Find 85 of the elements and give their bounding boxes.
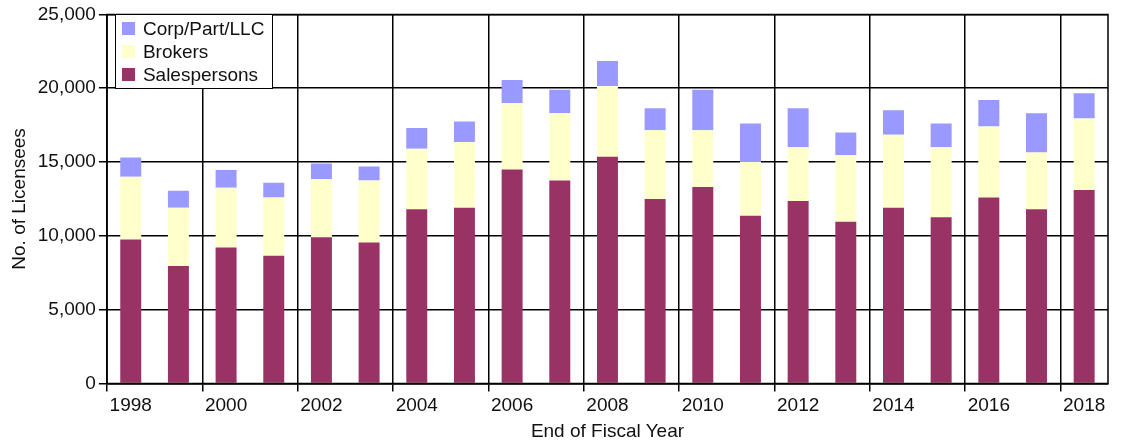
bar	[453, 121, 475, 143]
x-axis-title: End of Fiscal Year	[530, 419, 685, 441]
bar	[167, 207, 189, 267]
bar	[501, 102, 523, 170]
bar	[215, 170, 237, 188]
x-tick-label: 2004	[395, 394, 439, 416]
bar	[978, 197, 1000, 383]
bar	[930, 217, 952, 383]
x-tick-label: 2000	[204, 394, 248, 416]
bar	[978, 126, 1000, 198]
bar	[644, 130, 666, 199]
x-tick-label: 2006	[490, 394, 534, 416]
bar	[120, 176, 142, 240]
bar	[215, 247, 237, 383]
x-tick-label: 2016	[967, 394, 1010, 416]
bar	[120, 157, 142, 177]
bar	[215, 187, 237, 248]
bar	[120, 239, 142, 383]
bar	[692, 187, 714, 383]
x-tick-label: 2018	[1063, 394, 1106, 416]
x-tick-label: 2010	[681, 394, 724, 416]
x-tick-label: 2012	[777, 394, 820, 416]
y-tick-label: 15,000	[37, 150, 96, 172]
bar	[167, 190, 189, 208]
y-axis-title: No. of Licensees	[7, 128, 29, 270]
bar	[310, 178, 332, 238]
bar	[787, 147, 809, 202]
bar	[739, 123, 761, 162]
x-tick-label: 2014	[872, 394, 916, 416]
bar	[310, 237, 332, 383]
bar	[882, 207, 904, 383]
bar	[596, 85, 618, 157]
bar	[882, 134, 904, 208]
bar	[1073, 118, 1095, 191]
y-tick-label: 0	[85, 371, 96, 393]
bar	[692, 130, 714, 188]
x-tick-label: 1998	[109, 394, 152, 416]
legend-label: Salespersons	[142, 63, 259, 87]
bar	[835, 155, 857, 222]
bar	[596, 60, 618, 86]
y-tick-label: 10,000	[37, 224, 96, 246]
bar	[787, 201, 809, 383]
bar	[644, 108, 666, 131]
bar	[310, 163, 332, 179]
bar	[787, 108, 809, 148]
bar	[406, 209, 428, 383]
bar	[549, 180, 571, 383]
bar	[501, 80, 523, 103]
bar	[930, 147, 952, 218]
bar	[596, 156, 618, 383]
bar	[644, 198, 666, 383]
bar	[692, 89, 714, 131]
bar	[835, 132, 857, 156]
y-tick-label: 20,000	[37, 76, 96, 98]
x-tick-label: 2002	[300, 394, 343, 416]
bar	[1073, 93, 1095, 119]
bar	[549, 113, 571, 181]
bar	[978, 100, 1000, 127]
bar	[406, 148, 428, 210]
bar	[739, 215, 761, 383]
bar	[167, 266, 189, 383]
bar	[263, 255, 285, 383]
y-tick-label: 25,000	[37, 2, 96, 24]
bar	[882, 110, 904, 135]
bar	[1026, 152, 1047, 210]
bar	[501, 169, 523, 383]
bar	[930, 123, 952, 148]
bar	[453, 207, 475, 383]
bar	[263, 182, 285, 198]
legend-label: Corp/Part/LLC	[142, 17, 265, 41]
legend-label: Brokers	[142, 40, 209, 64]
bar	[358, 180, 380, 243]
bar	[453, 142, 475, 208]
y-tick-label: 5,000	[48, 297, 96, 319]
bar	[549, 89, 571, 114]
bar	[835, 221, 857, 383]
bar	[358, 242, 380, 383]
bar	[1073, 190, 1095, 383]
bar	[739, 162, 761, 216]
bar	[406, 128, 428, 149]
bar	[358, 166, 380, 181]
bar	[263, 197, 285, 256]
x-tick-label: 2008	[586, 394, 629, 416]
bar	[1026, 113, 1047, 153]
bar	[1026, 209, 1047, 383]
